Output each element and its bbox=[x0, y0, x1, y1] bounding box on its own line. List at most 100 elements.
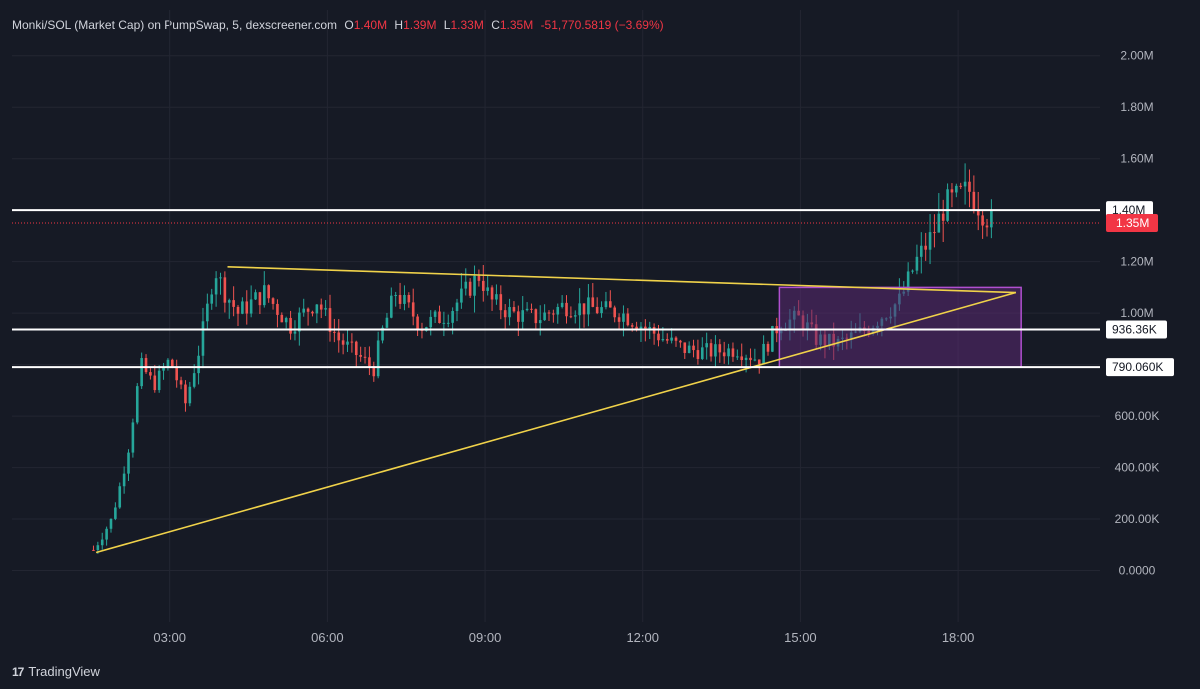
candle-body bbox=[613, 307, 616, 318]
y-tick-label: 200.00K bbox=[1115, 512, 1160, 526]
candle-body bbox=[736, 356, 739, 358]
candle-body bbox=[609, 301, 612, 308]
candle-body bbox=[552, 313, 555, 315]
candle-body bbox=[460, 288, 463, 303]
candle-body bbox=[390, 295, 393, 318]
candle-body bbox=[617, 317, 621, 322]
candle-body bbox=[700, 347, 704, 359]
candle-body bbox=[963, 181, 967, 187]
trendline bbox=[95, 291, 1017, 554]
candle-body bbox=[192, 373, 196, 387]
trendline bbox=[227, 266, 1016, 294]
y-tick-label: 2.00M bbox=[1120, 49, 1153, 63]
candle-body bbox=[911, 270, 914, 272]
x-tick-label: 03:00 bbox=[153, 630, 186, 645]
candle-body bbox=[109, 518, 113, 529]
candle-body bbox=[508, 307, 511, 318]
candle-body bbox=[206, 303, 209, 322]
candle-body bbox=[722, 352, 726, 357]
y-tick-label: 1.80M bbox=[1120, 100, 1153, 114]
candle-body bbox=[525, 308, 529, 311]
candle-body bbox=[262, 285, 266, 306]
candle-body bbox=[630, 325, 634, 327]
candle-body bbox=[249, 299, 253, 314]
candle-body bbox=[941, 213, 945, 221]
candle-body bbox=[333, 331, 336, 333]
candle-body bbox=[955, 185, 958, 193]
candle-body bbox=[179, 380, 183, 385]
y-tick-label: 1.20M bbox=[1120, 255, 1153, 269]
candle-body bbox=[337, 332, 341, 341]
candle-body bbox=[306, 308, 310, 312]
candle-body bbox=[442, 322, 446, 324]
current-price-label: 1.35M bbox=[1116, 216, 1149, 230]
candle-body bbox=[140, 358, 143, 387]
candle-body bbox=[92, 549, 95, 551]
candle-body bbox=[144, 358, 148, 373]
candle-body bbox=[157, 370, 161, 391]
x-tick-label: 15:00 bbox=[784, 630, 817, 645]
candle-body bbox=[455, 302, 459, 312]
candle-body bbox=[591, 297, 595, 307]
change-value: -51,770.5819 (−3.69%) bbox=[540, 18, 664, 32]
candle-body bbox=[311, 311, 314, 314]
low-label: L bbox=[443, 18, 451, 32]
candle-body bbox=[451, 311, 454, 323]
candle-body bbox=[499, 294, 503, 311]
price-tag-label: 1.40M bbox=[1112, 203, 1145, 217]
candle-body bbox=[937, 213, 941, 233]
price-tag-label: 790.060K bbox=[1112, 360, 1163, 374]
candle-body bbox=[521, 310, 525, 322]
candle-body bbox=[714, 344, 717, 357]
candle-body bbox=[271, 298, 275, 304]
candle-body bbox=[556, 306, 560, 315]
candle-body bbox=[692, 345, 695, 351]
candle-body bbox=[127, 452, 130, 474]
candle-body bbox=[411, 302, 415, 317]
candle-body bbox=[254, 292, 257, 300]
candle-body bbox=[512, 307, 516, 312]
candle-body bbox=[197, 355, 200, 374]
high-value: 1.39M bbox=[403, 18, 437, 32]
candle-body bbox=[543, 312, 546, 321]
candle-body bbox=[214, 278, 218, 295]
open-value: 1.40M bbox=[353, 18, 388, 32]
candle-body bbox=[639, 326, 643, 330]
candle-body bbox=[368, 357, 371, 367]
candle-body bbox=[933, 232, 936, 234]
candle-body bbox=[398, 295, 402, 304]
candle-body bbox=[731, 348, 735, 357]
candle-body bbox=[718, 344, 722, 353]
candle-body bbox=[587, 297, 590, 315]
candle-body bbox=[740, 356, 744, 361]
candle-body bbox=[438, 311, 441, 324]
brand-label: TradingView bbox=[28, 664, 100, 679]
candle-body bbox=[565, 302, 568, 317]
close-label: C bbox=[491, 18, 500, 32]
symbol-title: Monki/SOL (Market Cap) on PumpSwap, 5, d… bbox=[12, 18, 338, 32]
candle-body bbox=[210, 294, 214, 304]
candle-body bbox=[727, 348, 730, 357]
candle-body bbox=[302, 308, 306, 313]
candle-body bbox=[661, 339, 665, 341]
candle-body bbox=[490, 287, 494, 300]
footer: 17 TradingView bbox=[12, 664, 100, 679]
grid bbox=[12, 10, 1100, 622]
y-tick-label: 0.0000 bbox=[1119, 564, 1156, 578]
candle-body bbox=[122, 473, 126, 487]
candle-body bbox=[324, 308, 327, 310]
candle-body bbox=[517, 311, 520, 322]
candle-body bbox=[674, 337, 678, 341]
candle-body bbox=[972, 191, 976, 210]
candle-body bbox=[315, 304, 319, 314]
candle-body bbox=[100, 539, 104, 546]
candle-body bbox=[403, 294, 406, 304]
y-tick-label: 1.00M bbox=[1120, 306, 1153, 320]
candle-body bbox=[924, 245, 927, 250]
open-label: O bbox=[344, 18, 354, 32]
candle-body bbox=[709, 343, 713, 357]
candle-body bbox=[184, 384, 187, 404]
candle-body bbox=[328, 308, 332, 332]
candle-body bbox=[188, 386, 192, 404]
